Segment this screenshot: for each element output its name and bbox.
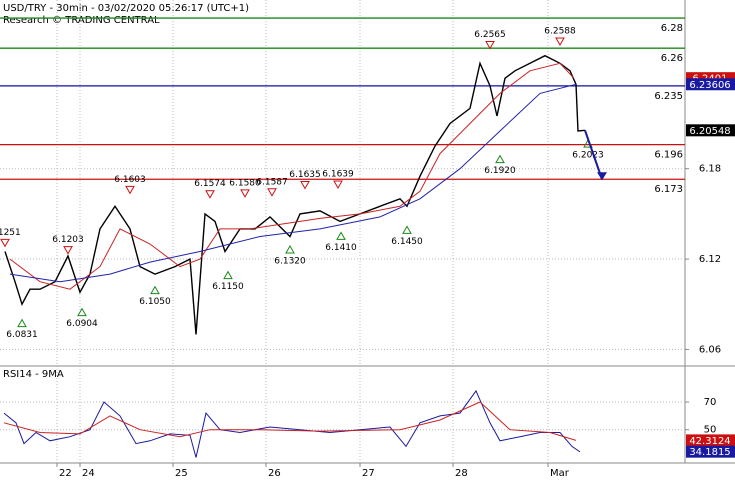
annotation-marker [223, 270, 233, 280]
chart-title: USD/TRY - 30min - 03/02/2020 05:26:17 (U… [3, 3, 249, 14]
y-tick-label: 6.12 [699, 254, 721, 265]
annotation-marker [495, 154, 505, 164]
y-tick-label: 6.18 [699, 164, 721, 175]
arrow-head [597, 172, 607, 181]
price-box-label: 34.1815 [689, 447, 730, 458]
rsi-title: RSI14 - 9MA [3, 369, 64, 380]
annotation-label: 6.0831 [6, 330, 38, 340]
price-box-label: 42.3124 [689, 436, 730, 447]
annotation-marker [77, 307, 87, 317]
x-tick-label: 28 [455, 468, 468, 479]
price-box [686, 445, 735, 458]
price-box [686, 434, 735, 447]
y-tick-label: 70 [704, 397, 717, 408]
y-tick-label: 6.06 [699, 344, 721, 355]
level-label: 6.235 [654, 91, 683, 102]
annotation-marker [300, 181, 310, 190]
annotation-label: 6.1635 [289, 170, 321, 180]
level-label: 6.196 [654, 150, 683, 161]
annotation-label: 6.1150 [212, 282, 244, 292]
x-tick-label: 22 [59, 468, 72, 479]
annotation-label: 6.2565 [474, 30, 506, 40]
annotation-marker [485, 40, 495, 50]
annotation-label: 6.1450 [391, 237, 423, 247]
series-line [9, 83, 577, 283]
annotation-marker [0, 238, 10, 248]
annotation-label: 6.0904 [66, 319, 98, 329]
annotation-marker [555, 37, 565, 47]
x-tick-label: 24 [82, 468, 95, 479]
x-tick-label: 25 [175, 468, 188, 479]
annotation-marker [17, 318, 27, 328]
annotation-label: 6.1251 [0, 228, 21, 238]
annotation-marker [285, 244, 295, 254]
annotation-marker [240, 189, 250, 198]
projection-arrow [584, 129, 603, 180]
annotation-label: 6.1639 [322, 169, 354, 179]
annotation-marker [150, 285, 160, 295]
price-box-label: 6.20548 [689, 126, 730, 137]
annotation-marker [125, 185, 135, 195]
annotation-marker [402, 225, 412, 234]
annotation-label: 6.1603 [114, 175, 146, 185]
annotation-label: 6.1050 [139, 297, 171, 307]
annotation-marker [63, 246, 73, 255]
annotation-label: 6.1574 [194, 179, 226, 189]
series-line [9, 62, 575, 290]
chart-subtitle: Research © TRADING CENTRAL [3, 15, 160, 26]
level-label: 6.173 [654, 184, 683, 195]
level-label: 6.28 [661, 23, 683, 34]
annotation-label: 6.2023 [572, 151, 604, 161]
annotation-label: 6.1320 [274, 256, 306, 266]
annotation-marker [333, 180, 343, 189]
x-tick-label: Mar [550, 468, 570, 479]
x-tick-label: 26 [268, 468, 281, 479]
annotation-marker [336, 231, 346, 240]
y-tick-label: 50 [704, 425, 717, 436]
annotation-label: 6.1920 [484, 166, 516, 176]
price-box-label: 6.23606 [689, 80, 730, 91]
price-box [686, 78, 735, 91]
series-line [3, 401, 577, 441]
annotation-label: 6.2588 [544, 27, 576, 37]
price-box [686, 124, 735, 137]
annotation-label: 6.1587 [256, 177, 288, 187]
annotation-label: 6.1203 [52, 235, 84, 245]
annotation-label: 6.1410 [325, 243, 357, 253]
annotation-label: 6.1580 [229, 178, 261, 188]
annotation-marker [205, 190, 215, 199]
level-label: 6.26 [661, 53, 683, 64]
annotation-marker [267, 188, 277, 197]
series-line [4, 54, 586, 335]
x-tick-label: 27 [362, 468, 375, 479]
